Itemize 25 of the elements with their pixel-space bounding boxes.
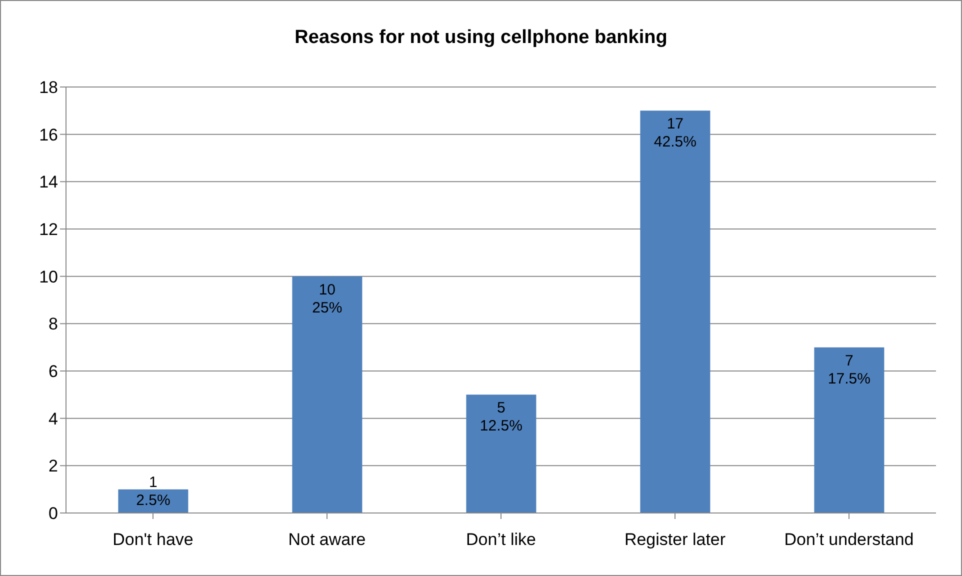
x-tick-label: Don’t like [466, 530, 536, 550]
y-tick-label: 16 [39, 125, 58, 144]
bar [466, 394, 536, 513]
y-tick-label: 18 [39, 78, 58, 98]
x-tick-label: Don’t understand [784, 530, 914, 550]
chart-title: Reasons for not using cellphone banking [294, 27, 668, 49]
bar [814, 347, 884, 513]
y-tick-label: 2 [48, 456, 58, 476]
x-tick-label: Not aware [288, 530, 366, 550]
y-tick-label: 0 [48, 504, 58, 524]
data-label: 5 12.5% [480, 400, 522, 435]
bar [292, 276, 362, 513]
data-label: 7 17.5% [828, 352, 870, 388]
data-label: 1 2.5% [136, 474, 170, 509]
data-label: 17 42.5% [654, 116, 696, 151]
x-tick-label: Don't have [112, 530, 194, 550]
y-tick-label: 10 [39, 267, 58, 286]
y-tick-label: 12 [39, 220, 58, 240]
y-tick-label: 14 [39, 172, 58, 192]
y-tick-label: 4 [48, 409, 58, 428]
bar [640, 110, 710, 513]
y-tick-label: 6 [48, 362, 58, 382]
data-label: 10 25% [312, 281, 342, 316]
y-tick-label: 8 [48, 314, 58, 334]
x-tick-label: Register later [624, 530, 726, 550]
